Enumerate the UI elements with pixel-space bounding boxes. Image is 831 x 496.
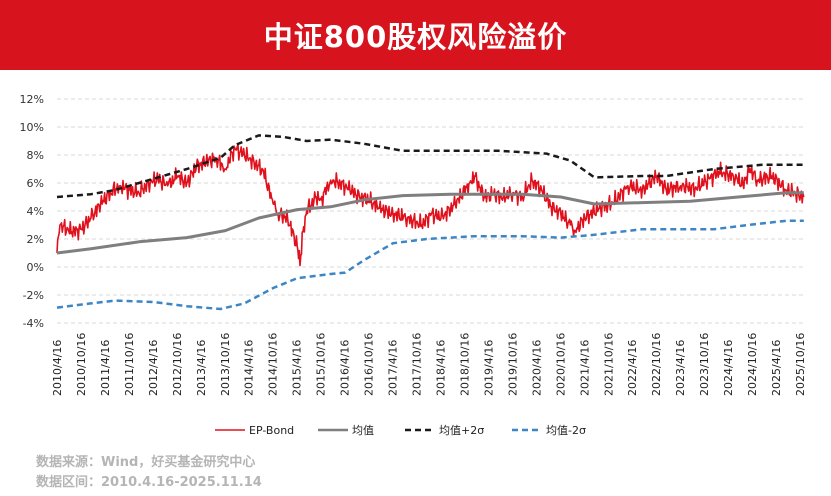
legend-label: EP-Bond xyxy=(249,424,294,437)
x-tick-label: 2019/4/16 xyxy=(482,340,495,396)
x-tick-label: 2023/10/16 xyxy=(698,333,711,396)
x-tick-label: 2014/4/16 xyxy=(243,340,256,396)
x-tick-label: 2025/4/16 xyxy=(770,340,783,396)
y-tick-label: 8% xyxy=(27,149,44,162)
x-tick-label: 2021/10/16 xyxy=(602,333,615,396)
x-tick-label: 2016/10/16 xyxy=(363,333,376,396)
x-tick-label: 2025/10/16 xyxy=(794,333,807,396)
x-tick-label: 2010/4/16 xyxy=(51,340,64,396)
x-tick-label: 2018/4/16 xyxy=(434,340,447,396)
y-tick-label: 4% xyxy=(27,205,44,218)
x-tick-label: 2017/4/16 xyxy=(387,340,400,396)
series-line-0 xyxy=(56,143,805,267)
x-tick-label: 2011/10/16 xyxy=(123,333,136,396)
y-tick-label: -4% xyxy=(23,317,44,330)
data-source: 数据来源：Wind，好买基金研究中心 xyxy=(36,455,256,470)
series-line-1 xyxy=(56,191,804,255)
y-tick-label: 0% xyxy=(27,261,44,274)
x-tick-label: 2013/10/16 xyxy=(219,333,232,396)
legend-label: 均值 xyxy=(352,424,374,437)
x-tick-label: 2019/10/16 xyxy=(506,333,519,396)
footer: 数据来源：Wind，好买基金研究中心 数据区间：2010.4.16-2025.1… xyxy=(36,453,262,493)
x-tick-label: 2023/4/16 xyxy=(674,340,687,396)
legend-label: 均值+2σ xyxy=(439,424,484,437)
x-tick-label: 2016/4/16 xyxy=(339,340,352,396)
y-tick-label: 12% xyxy=(20,93,44,106)
x-tick-label: 2011/4/16 xyxy=(99,340,112,396)
x-tick-label: 2015/4/16 xyxy=(291,340,304,396)
x-tick-label: 2022/10/16 xyxy=(650,333,663,396)
series-line-3 xyxy=(56,219,804,311)
y-tick-label: 10% xyxy=(20,121,44,134)
title-banner: 中证800股权风险溢价 xyxy=(0,0,831,70)
x-tick-label: 2012/4/16 xyxy=(147,340,160,396)
x-tick-label: 2010/10/16 xyxy=(75,333,88,396)
x-tick-label: 2020/4/16 xyxy=(530,340,543,396)
x-tick-label: 2020/10/16 xyxy=(554,333,567,396)
x-tick-label: 2013/4/16 xyxy=(195,340,208,396)
x-tick-label: 2022/4/16 xyxy=(626,340,639,396)
x-tick-label: 2017/10/16 xyxy=(411,333,424,396)
x-tick-label: 2012/10/16 xyxy=(171,333,184,396)
y-tick-label: 6% xyxy=(27,177,44,190)
page-title: 中证800股权风险溢价 xyxy=(263,20,568,54)
data-range: 数据区间：2010.4.16-2025.11.14 xyxy=(36,475,262,490)
x-tick-label: 2024/4/16 xyxy=(722,340,735,396)
chart: -4% -2% 0% 2% 4% 6% 8% 10% 12% 2010/4/16 2010/10/1… xyxy=(20,93,807,437)
y-tick-label: -2% xyxy=(23,289,44,302)
x-tick-label: 2015/10/16 xyxy=(315,333,328,396)
x-tick-label: 2024/10/16 xyxy=(746,333,759,396)
x-tick-label: 2021/4/16 xyxy=(578,340,591,396)
x-tick-label: 2018/10/16 xyxy=(458,333,471,396)
y-tick-label: 2% xyxy=(27,233,44,246)
series-line-2 xyxy=(56,134,804,199)
legend-label: 均值-2σ xyxy=(546,424,586,437)
x-tick-label: 2014/10/16 xyxy=(267,333,280,396)
